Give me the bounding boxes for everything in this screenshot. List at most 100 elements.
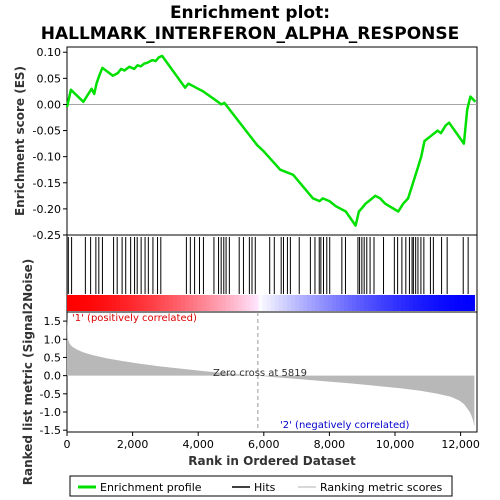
color-bar-segment — [67, 295, 72, 311]
color-bar-segment — [266, 295, 272, 311]
color-bar-segment — [111, 295, 117, 311]
metric-y-tick-label: 0.5 — [44, 351, 62, 364]
color-bar-segment — [441, 295, 447, 311]
color-bar-segment — [339, 295, 345, 311]
es-y-axis: 0.10 0.05 0.00 -0.05 -0.10 -0.15 -0.20 -0.25 — [33, 46, 67, 242]
color-bar-segment — [433, 295, 439, 311]
color-bar-segment — [189, 295, 194, 311]
color-bar-segment — [462, 295, 467, 311]
color-bar-segment — [160, 295, 166, 311]
color-bar-segment — [425, 295, 431, 311]
legend-label: Hits — [254, 481, 276, 494]
es-y-tick-label: -0.05 — [33, 125, 61, 138]
color-bar-segment — [295, 295, 300, 311]
color-bar-segment — [95, 295, 101, 311]
color-bar-segment — [335, 295, 341, 311]
color-bar-segment — [286, 295, 292, 311]
x-tick-label: 0 — [64, 438, 71, 451]
color-bar-segment — [278, 295, 284, 311]
color-bar-segment — [470, 295, 475, 311]
color-bar-segment — [396, 295, 402, 311]
color-bar-segment — [79, 295, 84, 311]
color-bar-segment — [270, 295, 276, 311]
color-bar-segment — [83, 295, 88, 311]
color-bar-segment — [458, 295, 463, 311]
legend-label: Ranking metric scores — [320, 481, 442, 494]
color-bar-segment — [327, 295, 333, 311]
color-bar-segment — [254, 295, 260, 311]
metric-y-tick-label: -1.0 — [40, 406, 61, 419]
color-bar-segment — [246, 295, 251, 311]
color-bar-segment — [352, 295, 357, 311]
color-bar-segment — [315, 295, 321, 311]
color-bar-segment — [144, 295, 150, 311]
color-bar-segment — [319, 295, 325, 311]
color-bar-segment — [124, 295, 129, 311]
color-bar-segment — [380, 295, 386, 311]
metric-y-tick-label: 0.0 — [44, 370, 62, 383]
es-y-tick-label: -0.15 — [33, 177, 61, 190]
legend-label: Enrichment profile — [100, 481, 202, 494]
color-bar-segment — [217, 295, 223, 311]
color-bar-segment — [262, 295, 268, 311]
es-y-tick-label: -0.10 — [33, 151, 61, 164]
metric-y-axis: 1.5 1.0 0.5 0.0 -0.5 -1.0 -1.5 — [40, 315, 67, 437]
color-bar-segment — [303, 295, 308, 311]
enrichment-profile-line — [65, 54, 477, 227]
color-bar-segment — [401, 295, 406, 311]
rank-color-bar — [67, 295, 475, 311]
color-bar-segment — [221, 295, 227, 311]
enrichment-profile-polyline — [65, 54, 477, 227]
chart-title-line2: HALLMARK_INTERFERON_ALPHA_RESPONSE — [41, 24, 460, 44]
color-bar-segment — [213, 295, 219, 311]
color-bar-segment — [238, 295, 243, 311]
color-bar-segment — [172, 295, 178, 311]
zero-cross-label: Zero cross at 5819 — [213, 368, 307, 379]
x-tick-label: 12,000 — [441, 438, 480, 451]
color-bar-segment — [209, 295, 215, 311]
color-bar-segment — [445, 295, 451, 311]
color-bar-segment — [413, 295, 418, 311]
color-bar-segment — [421, 295, 427, 311]
color-bar-segment — [388, 295, 394, 311]
color-bar-segment — [87, 295, 93, 311]
color-bar-segment — [405, 295, 410, 311]
es-y-axis-label: Enrichment score (ES) — [13, 66, 27, 216]
color-bar-segment — [201, 295, 207, 311]
x-tick-label: 8,000 — [314, 438, 346, 451]
color-bar-segment — [331, 295, 337, 311]
x-axis: 0 2,000 4,000 6,000 8,000 10,000 12,000 — [64, 432, 480, 451]
color-bar-segment — [164, 295, 170, 311]
color-bar-segment — [132, 295, 137, 311]
color-bar-segment — [323, 295, 329, 311]
color-bar-segment — [75, 295, 80, 311]
color-bar-segment — [242, 295, 247, 311]
color-bar-segment — [250, 295, 255, 311]
metric-y-tick-label: -1.5 — [40, 424, 61, 437]
metric-y-tick-label: -0.5 — [40, 388, 61, 401]
color-bar-segment — [344, 295, 349, 311]
ranking-metric-area — [67, 316, 475, 428]
color-bar-segment — [185, 295, 190, 311]
color-bar-segment — [311, 295, 317, 311]
es-y-tick-label: -0.25 — [33, 229, 61, 242]
chart-title-line1: Enrichment plot: — [170, 3, 330, 23]
color-bar-segment — [140, 295, 146, 311]
color-bar-segment — [91, 295, 97, 311]
x-tick-label: 2,000 — [117, 438, 149, 451]
color-bar-segment — [136, 295, 141, 311]
ranking-metric-fill — [67, 316, 475, 428]
color-bar-segment — [274, 295, 280, 311]
color-bar-segment — [417, 295, 423, 311]
x-tick-label: 4,000 — [182, 438, 214, 451]
es-y-tick-label: 0.10 — [37, 46, 62, 59]
color-bar-segment — [99, 295, 105, 311]
color-bar-segment — [205, 295, 211, 311]
color-bar-segment — [364, 295, 370, 311]
legend — [69, 475, 453, 497]
color-bar-segment — [103, 295, 109, 311]
metric-y-axis-label: Ranked list metric (Signal2Noise) — [21, 259, 35, 486]
metric-y-tick-label: 1.5 — [44, 315, 62, 328]
color-bar-segment — [107, 295, 113, 311]
